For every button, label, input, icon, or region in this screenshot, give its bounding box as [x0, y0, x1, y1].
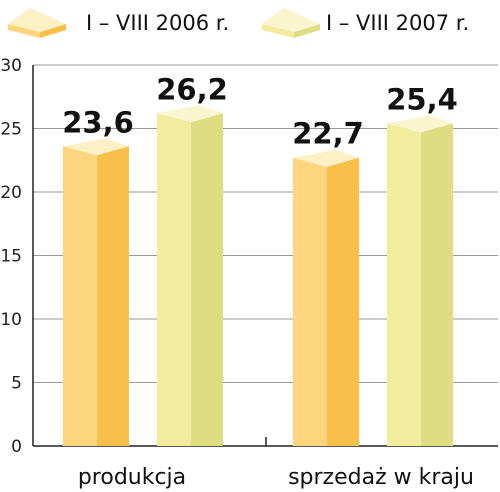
y-tick-label-0: 0 [11, 437, 22, 457]
value-label-sprzedaz-w-kraju-2006: 22,7 [292, 117, 364, 151]
legend: I – VIII 2006 r. I – VIII 2007 r. [8, 8, 469, 38]
legend-label-2006: I – VIII 2006 r. [86, 11, 229, 35]
bar-produkcja-2006 [63, 138, 129, 446]
y-tick-label-15: 15 [0, 247, 22, 267]
bar-sprzedaz-w-kraju-2007-front [387, 123, 421, 447]
legend-label-2007: I – VIII 2007 r. [326, 11, 469, 35]
legend-swatch-side [294, 24, 320, 38]
legend-swatch-front [8, 24, 40, 38]
legend-swatch-side [40, 24, 66, 38]
bar-produkcja-2006-front [63, 146, 97, 446]
bar-sprzedaz-w-kraju-2007 [387, 115, 453, 447]
y-tick-label-5: 5 [11, 374, 22, 394]
bar-produkcja-2006-side [97, 146, 129, 446]
bar-sprzedaz-w-kraju-2007-side [421, 123, 453, 447]
value-label-sprzedaz-w-kraju-2007: 25,4 [386, 82, 458, 116]
value-label-produkcja-2007: 26,2 [156, 72, 228, 106]
bar-produkcja-2007 [157, 105, 223, 446]
y-tick-label-30: 30 [0, 56, 22, 76]
labels: 23,6 26,2 produkcja 22,7 25,4 sprzedaż w kraj… [62, 72, 474, 490]
category-label-sprzedaz-w-kraju: sprzedaż w kraju [288, 465, 474, 490]
y-tick-label-10: 10 [0, 310, 22, 330]
bars [63, 105, 453, 447]
legend-swatch-top [8, 8, 66, 32]
bar-produkcja-2007-side [191, 113, 223, 446]
category-label-produkcja: produkcja [78, 465, 186, 490]
y-tick-label-25: 25 [0, 120, 22, 140]
bar-sprzedaz-w-kraju-2006-front [293, 157, 327, 446]
bar-sprzedaz-w-kraju-2006-top [293, 149, 359, 167]
legend-swatch-top [262, 8, 320, 32]
y-tick-label-20: 20 [0, 183, 22, 203]
legend-item-2006: I – VIII 2006 r. [8, 8, 229, 38]
legend-item-2007: I – VIII 2007 r. [262, 8, 469, 38]
bar-produkcja-2007-front [157, 113, 191, 446]
value-label-produkcja-2006: 23,6 [62, 105, 134, 139]
bar-produkcja-2006-top [63, 138, 129, 156]
bar-sprzedaz-w-kraju-2006 [293, 149, 359, 446]
bar-produkcja-2007-top [157, 105, 223, 123]
legend-swatch-front [262, 24, 294, 38]
bar-sprzedaz-w-kraju-2007-top [387, 115, 453, 133]
bar-sprzedaz-w-kraju-2006-side [327, 157, 359, 446]
